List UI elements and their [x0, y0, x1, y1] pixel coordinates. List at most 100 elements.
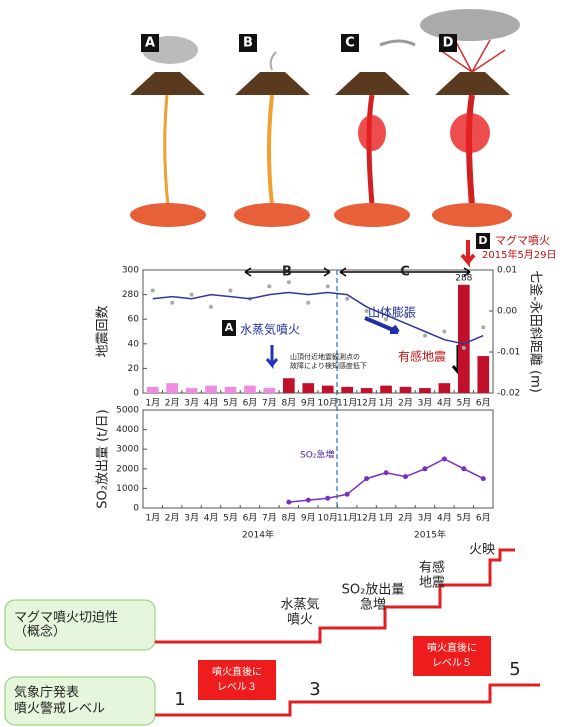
bar: [225, 387, 237, 393]
y2-tick-label: 0.01: [497, 266, 517, 276]
x-tick-label: 5月: [456, 398, 471, 409]
step-label: 急増: [360, 598, 386, 613]
step-label: SO₂放出量: [342, 583, 405, 598]
y-tick-label: 20: [128, 364, 140, 374]
x-tick-label: 1月: [379, 513, 394, 524]
point: [423, 334, 427, 338]
point: [306, 301, 310, 305]
point: [422, 466, 427, 471]
annotation: 山頂付近地震観測点の: [290, 352, 360, 361]
callout-label: レベル５: [432, 657, 472, 669]
bar: [283, 378, 295, 393]
x-tick-label: 6月: [243, 513, 258, 524]
x-tick-label: 4月: [204, 513, 219, 524]
volcano: [234, 52, 310, 227]
panel-tag: A: [145, 36, 155, 51]
box-label: 気象庁発表: [14, 685, 79, 701]
point: [442, 457, 447, 462]
annotation: 山体膨張: [368, 306, 416, 320]
bar: [439, 383, 451, 393]
x-tick-label: 5月: [456, 513, 471, 524]
x-tick-label: 1月: [145, 513, 160, 524]
step-label: 地震: [419, 576, 445, 591]
callout-box: [198, 660, 276, 700]
x-tick-label: 9月: [301, 398, 316, 409]
x-tick-label: 5月: [223, 398, 238, 409]
point: [481, 476, 486, 481]
annotation: 2015年5月29日: [482, 248, 557, 261]
y2-tick-label: -0.02: [497, 389, 520, 399]
x-tick-label: 2月: [398, 513, 413, 524]
point: [345, 492, 350, 497]
value-label: 288: [455, 273, 472, 283]
x-tick-label: 4月: [437, 513, 452, 524]
x-tick-label: 10月: [317, 398, 337, 409]
box-label: 噴火警戒レベル: [14, 701, 105, 717]
y-tick-label: 40: [128, 339, 140, 349]
bar: [322, 386, 334, 393]
point: [403, 474, 408, 479]
bar: [186, 388, 198, 393]
x-tick-label: 4月: [437, 398, 452, 409]
y-axis-label: SO₂放出量 (t/日): [96, 409, 111, 508]
point: [442, 330, 446, 334]
bar: [264, 388, 276, 393]
x-tick-label: 1月: [145, 398, 160, 409]
y-tick-label: 60: [128, 315, 140, 325]
level-label: 5: [509, 659, 520, 680]
annotation: マグマ噴火: [495, 233, 550, 247]
x-tick-label: 1月: [379, 398, 394, 409]
point: [190, 293, 194, 297]
x-tick-label: 12月: [356, 513, 376, 524]
panel-tag: C: [345, 36, 355, 51]
x-tick-label: 12月: [356, 398, 376, 409]
arrow: [365, 318, 398, 332]
bar: [147, 387, 159, 393]
callout-label: 噴火直後に: [427, 641, 477, 654]
point: [325, 496, 330, 501]
point: [287, 280, 291, 284]
x-tick-label: 4月: [204, 398, 219, 409]
y-tick-label: 4000: [116, 425, 139, 435]
bar: [205, 386, 217, 393]
bar: [380, 386, 392, 393]
line: [289, 459, 483, 502]
x-tick-label: 3月: [184, 398, 199, 409]
arrow: [267, 345, 277, 365]
x-tick-label: 5月: [223, 513, 238, 524]
x-tick-label: 7月: [262, 513, 277, 524]
step-line: [155, 550, 515, 642]
x-tick-label: 3月: [418, 398, 433, 409]
step-label: 有感: [419, 560, 445, 576]
x-tick-label: 11月: [337, 513, 357, 524]
step-label: 水蒸気: [280, 597, 319, 613]
y-tick-label: 5000: [116, 406, 139, 416]
annotation: SO₂急増: [300, 449, 334, 461]
callout-box: [413, 636, 491, 676]
point: [306, 498, 311, 503]
bar: [477, 356, 489, 393]
point: [345, 297, 349, 301]
point: [229, 289, 233, 293]
y-tick-label: 3000: [116, 445, 139, 455]
x-tick-label: 3月: [184, 513, 199, 524]
panel-tag: B: [243, 36, 253, 51]
plot-frame: [143, 270, 493, 393]
volcano: [130, 36, 206, 227]
volcano-diagram: [130, 9, 520, 227]
point: [267, 284, 271, 288]
x-tick-label: 6月: [243, 398, 258, 409]
y-tick-label: 280: [122, 290, 139, 300]
y-axis-label: 地震回数: [96, 305, 111, 357]
x-tick-label: 11月: [337, 398, 357, 409]
point: [462, 346, 466, 350]
bar: [419, 388, 431, 393]
point: [209, 305, 213, 309]
bar: [166, 383, 178, 393]
line: [153, 293, 484, 344]
tag: A: [225, 321, 234, 334]
x-tick-label: 9月: [301, 513, 316, 524]
tag: D: [478, 234, 487, 247]
point: [461, 466, 466, 471]
bar: [458, 285, 470, 393]
